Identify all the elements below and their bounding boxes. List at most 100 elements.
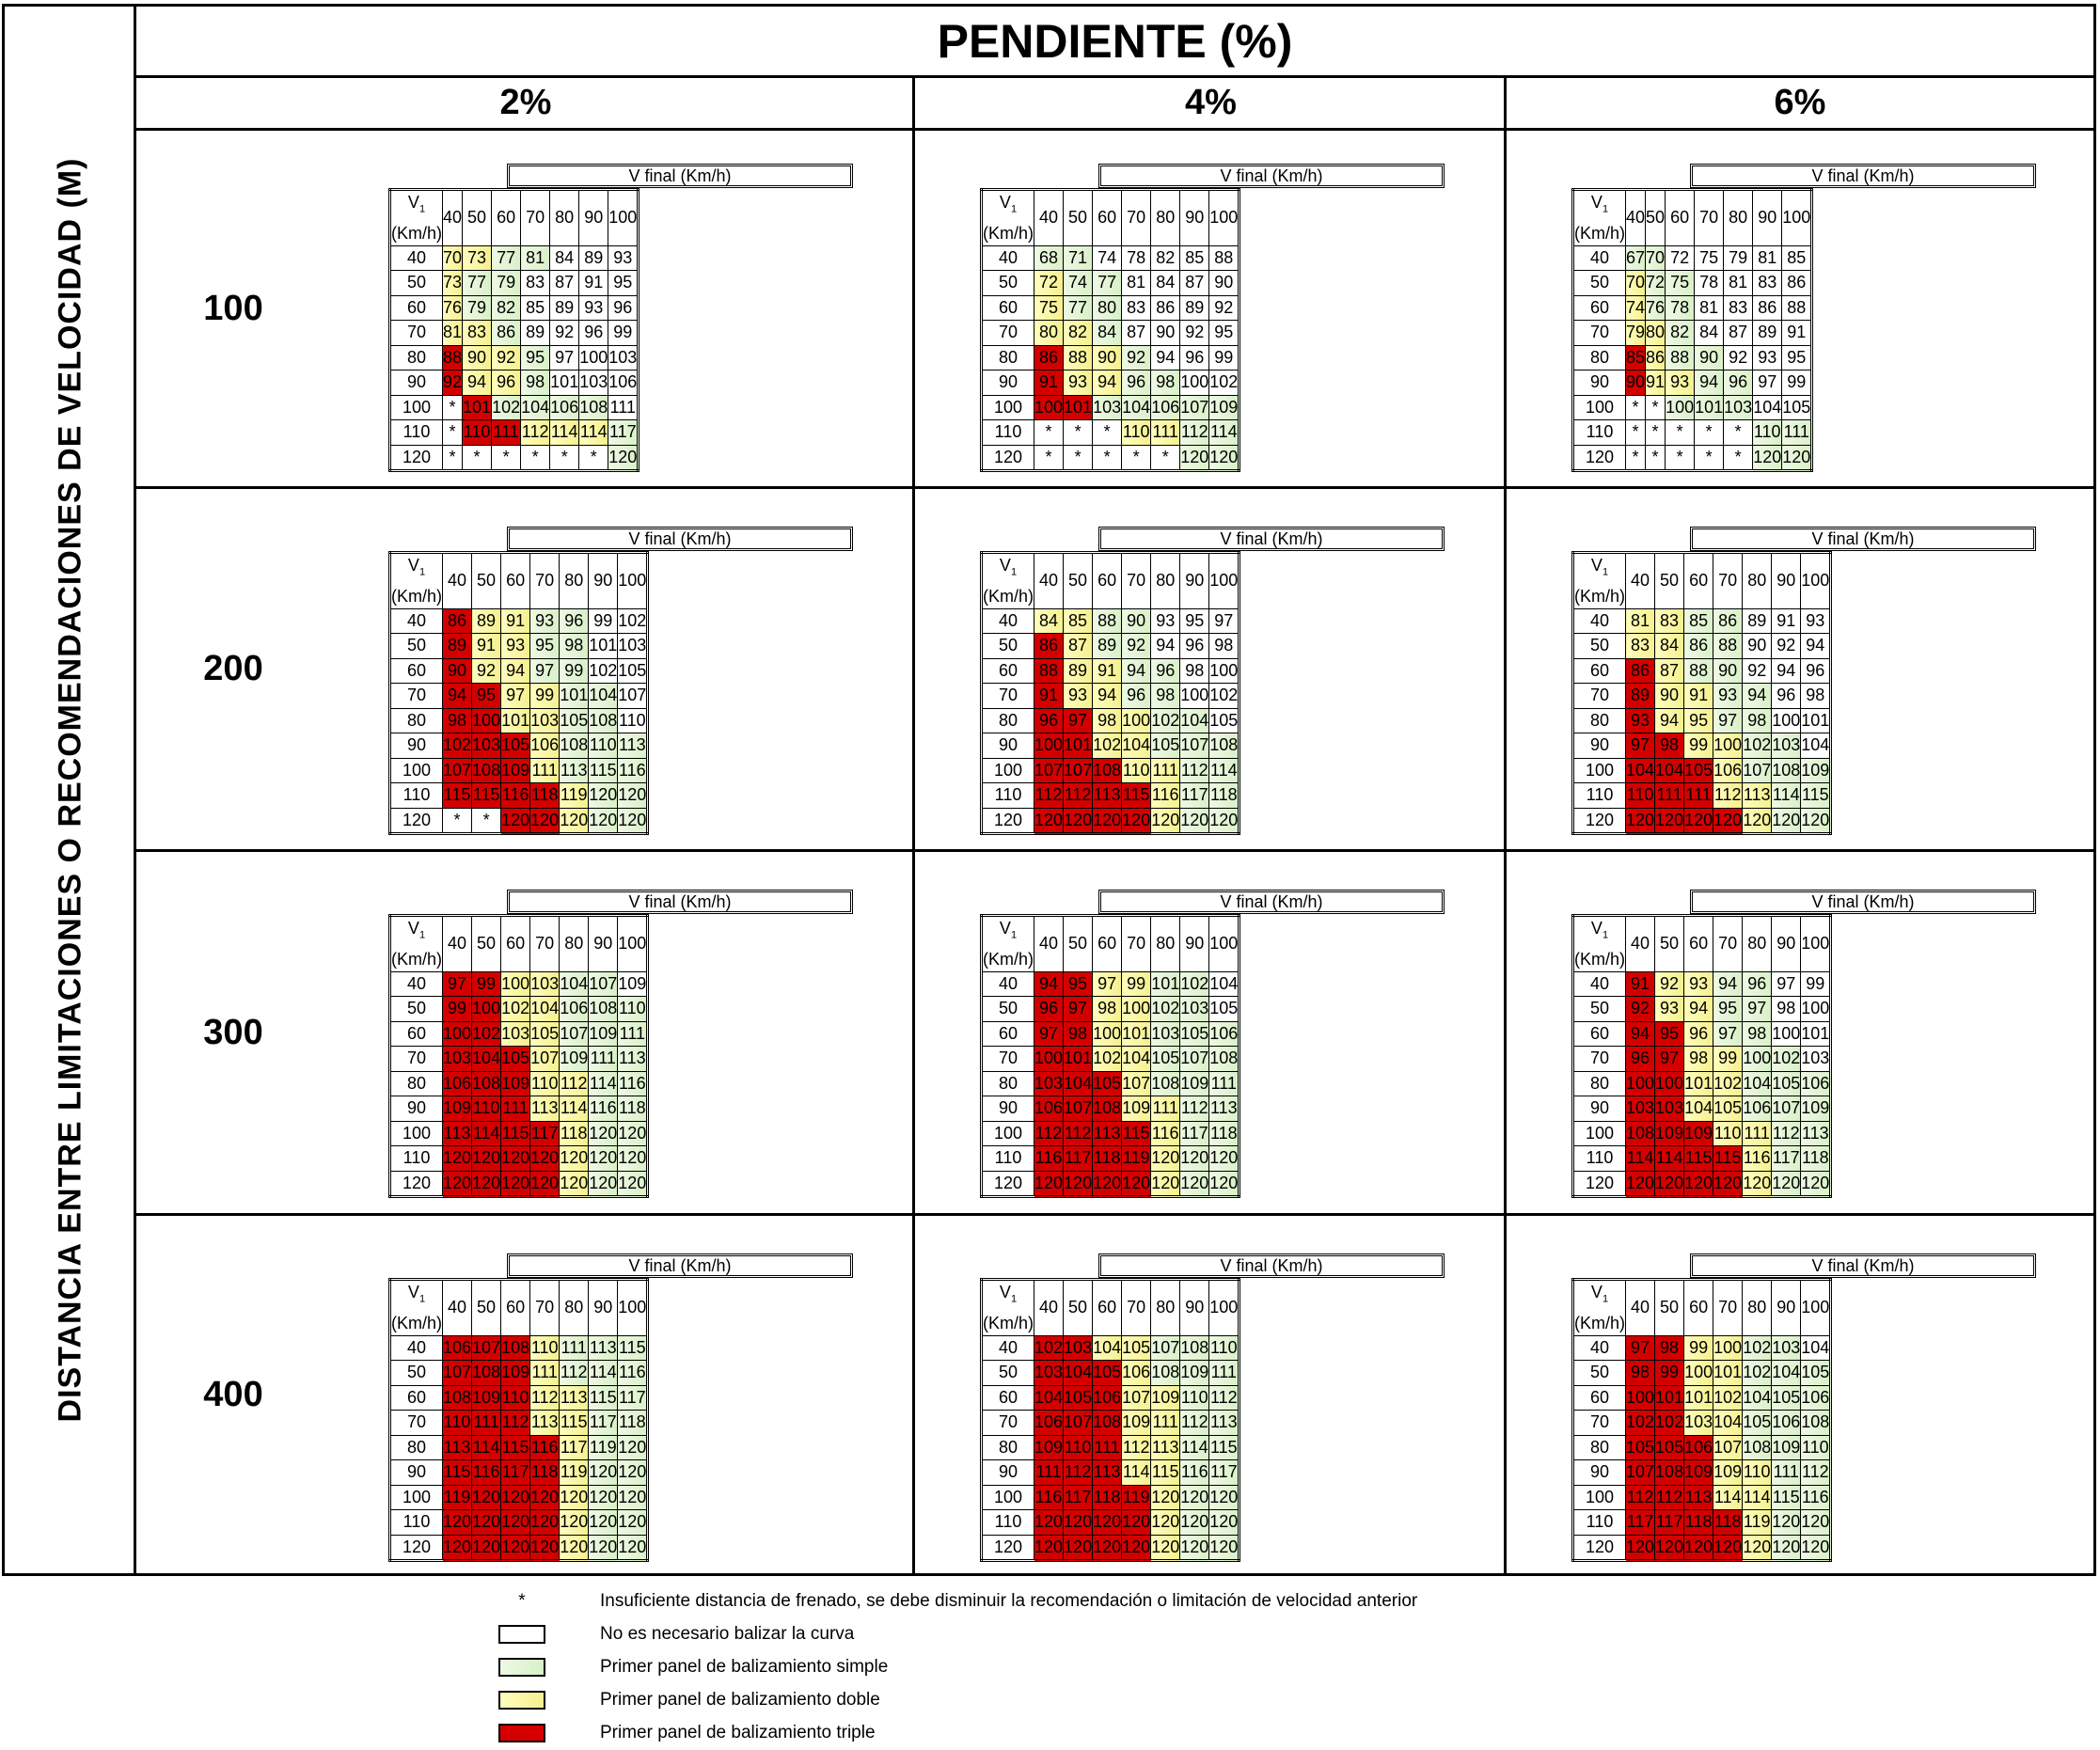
speed-cell: 90 [1121,607,1152,635]
speed-cell: 120 [1033,1534,1065,1562]
speed-cell: 79 [1723,244,1754,272]
speed-cell: 104 [1063,1070,1094,1097]
speed-cell: 118 [1208,782,1240,809]
speed-cell: 90 [441,657,473,685]
speed-cell: 97 [441,970,473,998]
table-row: 110 120 120 120 120 120 120 120 [389,1509,649,1536]
speed-cell: 107 [1063,1410,1094,1436]
unit-label: (Km/h) [1574,586,1625,606]
speed-cell: 114 [578,419,609,446]
speed-cell: * [1092,444,1123,472]
final-speed-label: 60 [1092,1279,1123,1336]
speed-cell: 95 [529,633,561,659]
initial-speed-label: 110 [389,782,443,809]
table-row: 90 90 91 93 94 96 97 99 [1572,370,1813,396]
speed-cell: 112 [529,1384,561,1411]
table-row: 50 72 74 77 81 84 87 90 [981,270,1240,296]
speed-cell: 94 [1033,970,1065,998]
speed-cell: 100 [500,970,531,998]
speed-cell: 83 [520,270,551,296]
speed-cell: 105 [1208,707,1240,734]
speed-cell: 108 [1179,1334,1210,1362]
speed-cell: 115 [1683,1145,1714,1172]
table-row: 100 108 109 109 110 111 112 113 [1572,1120,1832,1147]
initial-speed-label: 110 [389,419,443,446]
initial-speed-label: 60 [389,1384,443,1411]
initial-speed-label: 90 [1572,1459,1626,1486]
unit-label: (Km/h) [391,949,442,969]
speed-cell: 120 [1179,1145,1210,1172]
speed-cell: 103 [1150,1020,1181,1048]
speed-cell: 105 [529,1020,561,1048]
table-row: 60 88 89 91 94 96 98 100 [981,657,1240,685]
final-speed-label: 50 [462,189,493,246]
speed-cell: 96 [1683,1020,1714,1048]
speed-cell: 112 [1654,1484,1685,1511]
speed-cell: 93 [1683,970,1714,998]
speed-cell: 100 [1121,996,1152,1022]
speed-cell: 102 [1742,1360,1773,1386]
speed-cell: 92 [1771,633,1802,659]
final-speed-label: 40 [1624,915,1656,972]
table-row: 70 94 95 97 99 101 104 107 [389,683,649,709]
speed-cell: 94 [1150,344,1181,371]
initial-speed-label: 90 [1572,1096,1626,1122]
speed-cell: 99 [559,657,590,685]
speed-cell: 95 [1781,344,1813,371]
speed-cell: 101 [1654,1384,1685,1411]
table-row: 80 109 110 111 112 113 114 115 [981,1434,1240,1461]
v-subscript: 1 [1602,203,1609,215]
speed-cell: 115 [1150,1459,1181,1486]
initial-speed-label: 110 [981,419,1034,446]
speed-cell: 120 [1179,1170,1210,1198]
unit-label: (Km/h) [391,1313,442,1332]
initial-speed-label: 40 [389,607,443,635]
speed-cell: 103 [471,733,502,759]
initial-speed-label: 110 [389,1145,443,1172]
speed-cell: 103 [1800,1046,1832,1072]
speed-cell: 106 [1033,1096,1065,1122]
speed-cell: 110 [1742,1459,1773,1486]
speed-cell: 105 [500,733,531,759]
speed-cell: 99 [1208,344,1240,371]
speed-cell: 109 [617,970,649,998]
speed-cell: 110 [1713,1120,1744,1147]
unit-label: (Km/h) [391,586,442,606]
initial-speed-label: 80 [981,1434,1034,1461]
speed-cell: 95 [1179,607,1210,635]
speed-cell: 102 [1033,1334,1065,1362]
speed-cell: 120 [1208,444,1240,472]
speed-cell: 111 [491,419,522,446]
initial-speed-label: 110 [389,1509,443,1536]
speed-cell: 111 [1742,1120,1773,1147]
speed-cell: 102 [471,1020,502,1048]
speed-cell: 94 [1150,633,1181,659]
distance-label-400: 400 [203,1374,263,1414]
speed-cell: 93 [578,294,609,322]
initial-speed-label: 90 [1572,733,1626,759]
initial-speed-label: 60 [981,657,1034,685]
final-speed-label: 60 [500,1279,531,1336]
speed-cell: 94 [1683,996,1714,1022]
speed-cell: 99 [441,996,473,1022]
speed-cell: 115 [441,1459,473,1486]
unit-label: (Km/h) [1574,1313,1625,1332]
speed-cell: * [1624,394,1647,421]
speed-cell: 103 [1654,1096,1685,1122]
table-row: 40 106 107 108 110 111 113 115 [389,1334,649,1362]
speed-cell: 120 [1771,807,1802,835]
legend: * Insuficiente distancia de frenado, se … [0,1589,2100,1749]
speed-cell: 120 [588,807,619,835]
speed-cell: 99 [471,970,502,998]
initial-speed-label: 120 [981,1534,1034,1562]
speed-cell: 112 [1121,1434,1152,1461]
speed-cell: 120 [471,1509,502,1536]
speed-cell: 98 [559,633,590,659]
speed-cell: 120 [559,1509,590,1536]
final-speed-label: 70 [1121,915,1152,972]
speed-cell: 84 [1694,320,1725,346]
speed-grid: V1 (Km/h) 40 50 60 70 80 90 100 40 68 71 74 78 82 85 88… [980,188,1241,473]
speed-cell: 88 [1683,657,1714,685]
initial-speed-label: 100 [981,757,1034,784]
speed-cell: 82 [491,294,522,322]
